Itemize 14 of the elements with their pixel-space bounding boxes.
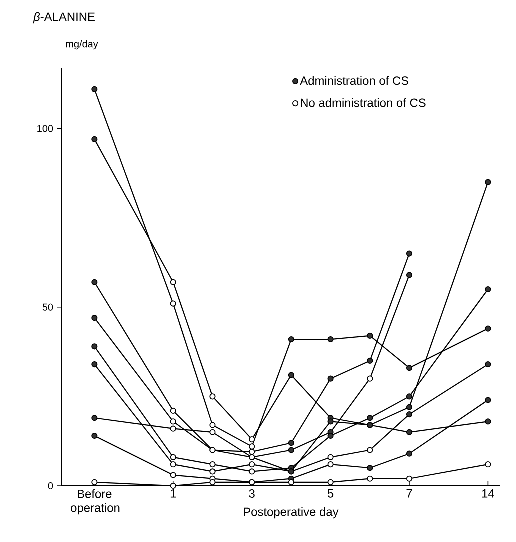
x-tick-label: 1	[171, 490, 176, 498]
x-axis-title: Postoperative day	[244, 508, 339, 519]
y-tick-label: 100	[38, 125, 54, 132]
x-tick-label: 7	[406, 490, 412, 498]
chart-title: β-ALANINE	[33, 12, 96, 24]
x-tick-label: 14	[482, 490, 495, 498]
x-tick-label: 5	[328, 490, 334, 498]
y-tick-label: 50	[43, 304, 54, 311]
x-tick-label: 3	[249, 490, 256, 498]
y-tick-label: 0	[48, 482, 54, 490]
y-axis-title: mg/day	[66, 40, 99, 50]
legend-label: No administration of CS	[301, 98, 426, 108]
legend-label: Administration of CS	[300, 76, 409, 86]
x-tick-label: Before operation	[71, 490, 120, 515]
